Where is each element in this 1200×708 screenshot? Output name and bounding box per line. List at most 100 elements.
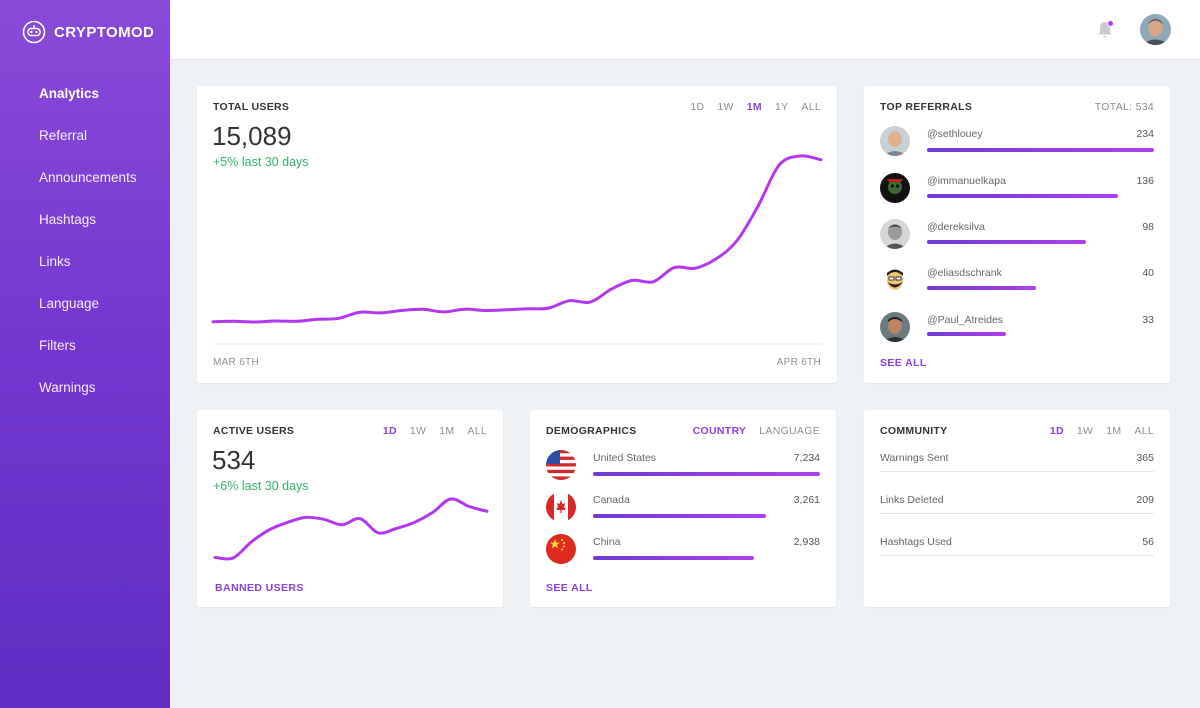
canada-flag-icon [546, 492, 576, 522]
sidebar-item-announcements[interactable]: Announcements [39, 170, 137, 185]
community-stat-label: Links Deleted [880, 494, 944, 506]
x-axis-start-label: MAR 6TH [213, 357, 259, 368]
demographics-card: DEMOGRAPHICS COUNTRY LANGUAGE United Sta… [530, 410, 836, 607]
referral-bar [927, 194, 1154, 198]
country-name: United States [593, 452, 657, 464]
avatar [880, 126, 910, 156]
range-1w[interactable]: 1W [1076, 425, 1094, 437]
range-1m[interactable]: 1M [1106, 425, 1122, 437]
country-bar-fill [593, 556, 755, 560]
community-stat-label: Hashtags Used [880, 536, 952, 548]
avatar [880, 219, 910, 249]
demographics-tabs: COUNTRY LANGUAGE [693, 425, 820, 437]
list-item[interactable]: @sethlouey 234 [880, 126, 1154, 156]
country-value: 3,261 [793, 494, 820, 506]
top-header [170, 0, 1200, 60]
range-1d[interactable]: 1D [1049, 425, 1064, 437]
banned-users-link[interactable]: BANNED USERS [215, 582, 304, 594]
demographics-see-all-link[interactable]: SEE ALL [546, 582, 593, 594]
total-users-range: 1D 1W 1M 1Y ALL [690, 101, 821, 113]
sidebar: CRYPTOMOD Analytics Referral Announcemen… [0, 0, 170, 708]
bell-icon[interactable] [1094, 19, 1116, 41]
referral-bar-fill [927, 240, 1086, 244]
referrals-total: TOTAL: 534 [1095, 101, 1154, 113]
avatar [880, 265, 910, 295]
user-avatar-image [1140, 14, 1171, 45]
referral-handle[interactable]: @eliasdschrank [927, 267, 1002, 279]
country-bar-fill [593, 514, 766, 518]
referral-handle[interactable]: @sethlouey [927, 128, 983, 140]
referral-handle[interactable]: @dereksilva [927, 221, 985, 233]
top-referrals-title: TOP REFERRALS [880, 101, 973, 113]
total-users-chart [211, 154, 823, 345]
active-users-range: 1D 1W 1M ALL [383, 425, 487, 437]
range-1d[interactable]: 1D [382, 425, 397, 437]
referral-handle[interactable]: @Paul_Atreides [927, 314, 1004, 326]
country-bar [593, 556, 820, 560]
active-users-series-line [213, 497, 489, 561]
range-1w[interactable]: 1W [409, 425, 427, 437]
sidebar-item-filters[interactable]: Filters [39, 338, 76, 353]
community-stat-value: 365 [1136, 452, 1154, 464]
range-all[interactable]: ALL [801, 101, 821, 113]
referrals-total-label: TOTAL: 534 [1094, 101, 1154, 113]
community-title: COMMUNITY [880, 425, 948, 437]
referral-bar-fill [927, 286, 1036, 290]
sidebar-item-referral[interactable]: Referral [39, 128, 88, 143]
referral-value: 40 [1142, 267, 1154, 279]
referral-value: 33 [1142, 314, 1154, 326]
range-1m[interactable]: 1M [746, 101, 762, 113]
country-name: China [593, 536, 621, 548]
range-1y[interactable]: 1Y [774, 101, 789, 113]
referral-bar [927, 332, 1154, 336]
sidebar-item-warnings[interactable]: Warnings [39, 380, 96, 395]
tab-country[interactable]: COUNTRY [692, 425, 747, 437]
avatar [880, 173, 910, 203]
list-item[interactable]: @dereksilva 98 [880, 219, 1154, 249]
sidebar-item-links[interactable]: Links [39, 254, 71, 269]
robot-logo-icon [22, 20, 46, 44]
country-bar [593, 514, 820, 518]
range-1d[interactable]: 1D [690, 101, 705, 113]
total-users-value: 15,089 [212, 121, 292, 151]
range-1m[interactable]: 1M [439, 425, 455, 437]
user-avatar[interactable] [1140, 14, 1171, 45]
avatar [880, 312, 910, 342]
sidebar-nav: Analytics Referral Announcements Hashtag… [39, 86, 137, 422]
sidebar-item-analytics[interactable]: Analytics [39, 86, 100, 101]
referrals-see-all-link[interactable]: SEE ALL [880, 357, 927, 369]
community-stat-value: 56 [1142, 536, 1154, 548]
demographics-title: DEMOGRAPHICS [546, 425, 637, 437]
community-stat-value: 209 [1136, 494, 1154, 506]
table-row: Hashtags Used 56 [880, 536, 1154, 556]
referral-bar [927, 286, 1154, 290]
country-value: 7,234 [793, 452, 820, 464]
range-1w[interactable]: 1W [717, 101, 734, 113]
total-users-title: TOTAL USERS [213, 101, 290, 113]
brand[interactable]: CRYPTOMOD [22, 20, 154, 44]
referral-bar-fill [927, 194, 1118, 198]
range-all[interactable]: ALL [467, 425, 487, 437]
referral-bar-fill [927, 332, 1007, 336]
table-row: Links Deleted 209 [880, 494, 1154, 514]
list-item: China 2,938 [546, 534, 820, 566]
sidebar-item-language[interactable]: Language [39, 296, 100, 311]
referral-value: 98 [1142, 221, 1154, 233]
list-item[interactable]: @Paul_Atreides 33 [880, 312, 1154, 342]
referral-value: 136 [1136, 175, 1154, 187]
china-flag-icon [546, 534, 576, 564]
list-item[interactable]: @immanuelkapa 136 [880, 173, 1154, 203]
sidebar-item-hashtags[interactable]: Hashtags [39, 212, 97, 227]
tab-language[interactable]: LANGUAGE [759, 425, 820, 437]
total-users-series-line [211, 154, 823, 324]
us-flag-icon [546, 450, 576, 480]
list-item[interactable]: @eliasdschrank 40 [880, 265, 1154, 295]
community-range: 1D 1W 1M ALL [1050, 425, 1154, 437]
active-users-value: 534 [212, 445, 256, 475]
list-item: United States 7,234 [546, 450, 820, 482]
country-value: 2,938 [793, 536, 820, 548]
brand-name: CRYPTOMOD [54, 23, 155, 41]
referral-handle[interactable]: @immanuelkapa [927, 175, 1006, 187]
referral-bar [927, 148, 1154, 152]
range-all[interactable]: ALL [1134, 425, 1154, 437]
